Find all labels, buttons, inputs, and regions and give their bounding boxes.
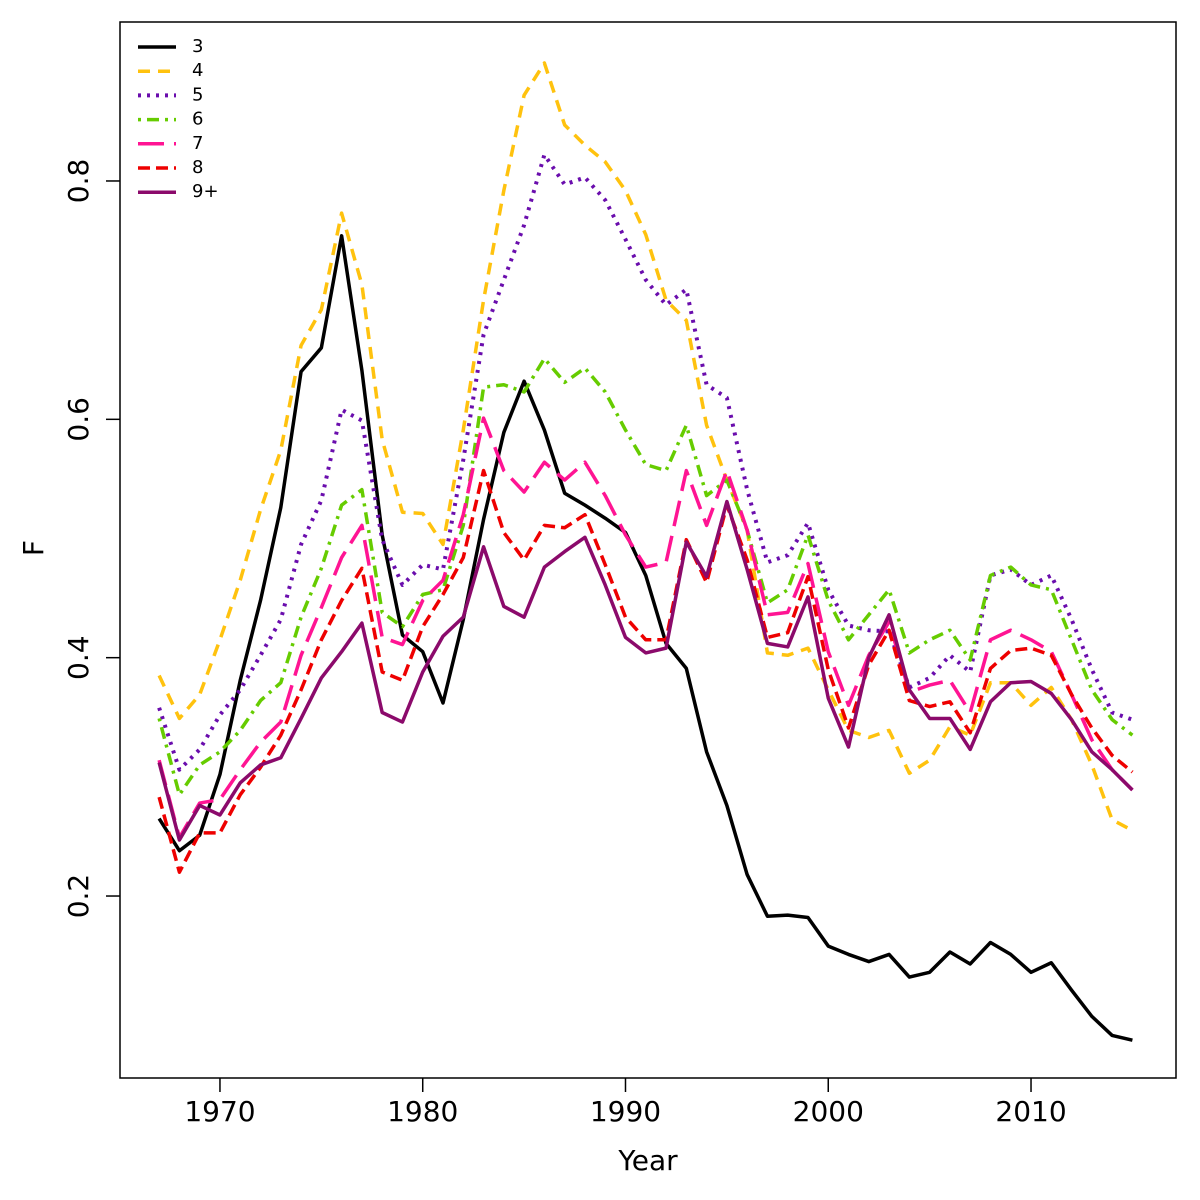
legend-label: 8 <box>192 157 203 178</box>
series-line <box>157 61 1134 833</box>
series-line <box>157 152 1134 772</box>
legend-label: 5 <box>192 84 203 105</box>
x-tick-label: 2000 <box>793 1095 864 1128</box>
series-line <box>157 356 1134 797</box>
x-tick-label: 1970 <box>184 1095 255 1128</box>
series-line <box>157 468 1134 874</box>
legend-label: 4 <box>192 60 203 81</box>
y-axis-title: F <box>17 540 50 556</box>
plot-frame <box>119 21 1177 1079</box>
x-tick-label: 1980 <box>387 1095 458 1128</box>
y-tick-label: 0.2 <box>62 874 95 919</box>
y-tick-label: 0.8 <box>62 159 95 204</box>
y-tick-label: 0.4 <box>62 635 95 680</box>
x-tick-label: 2010 <box>995 1095 1066 1128</box>
series-line <box>157 499 1134 842</box>
legend-label: 6 <box>192 109 203 130</box>
x-tick-label: 1990 <box>590 1095 661 1128</box>
series-line <box>157 234 1133 1042</box>
legend-label: 9+ <box>192 181 219 202</box>
legend-label: 7 <box>192 133 203 154</box>
y-tick-label: 0.6 <box>62 397 95 442</box>
legend-label: 3 <box>192 36 203 57</box>
series-line <box>157 416 1134 840</box>
x-axis-title: Year <box>617 1144 678 1177</box>
